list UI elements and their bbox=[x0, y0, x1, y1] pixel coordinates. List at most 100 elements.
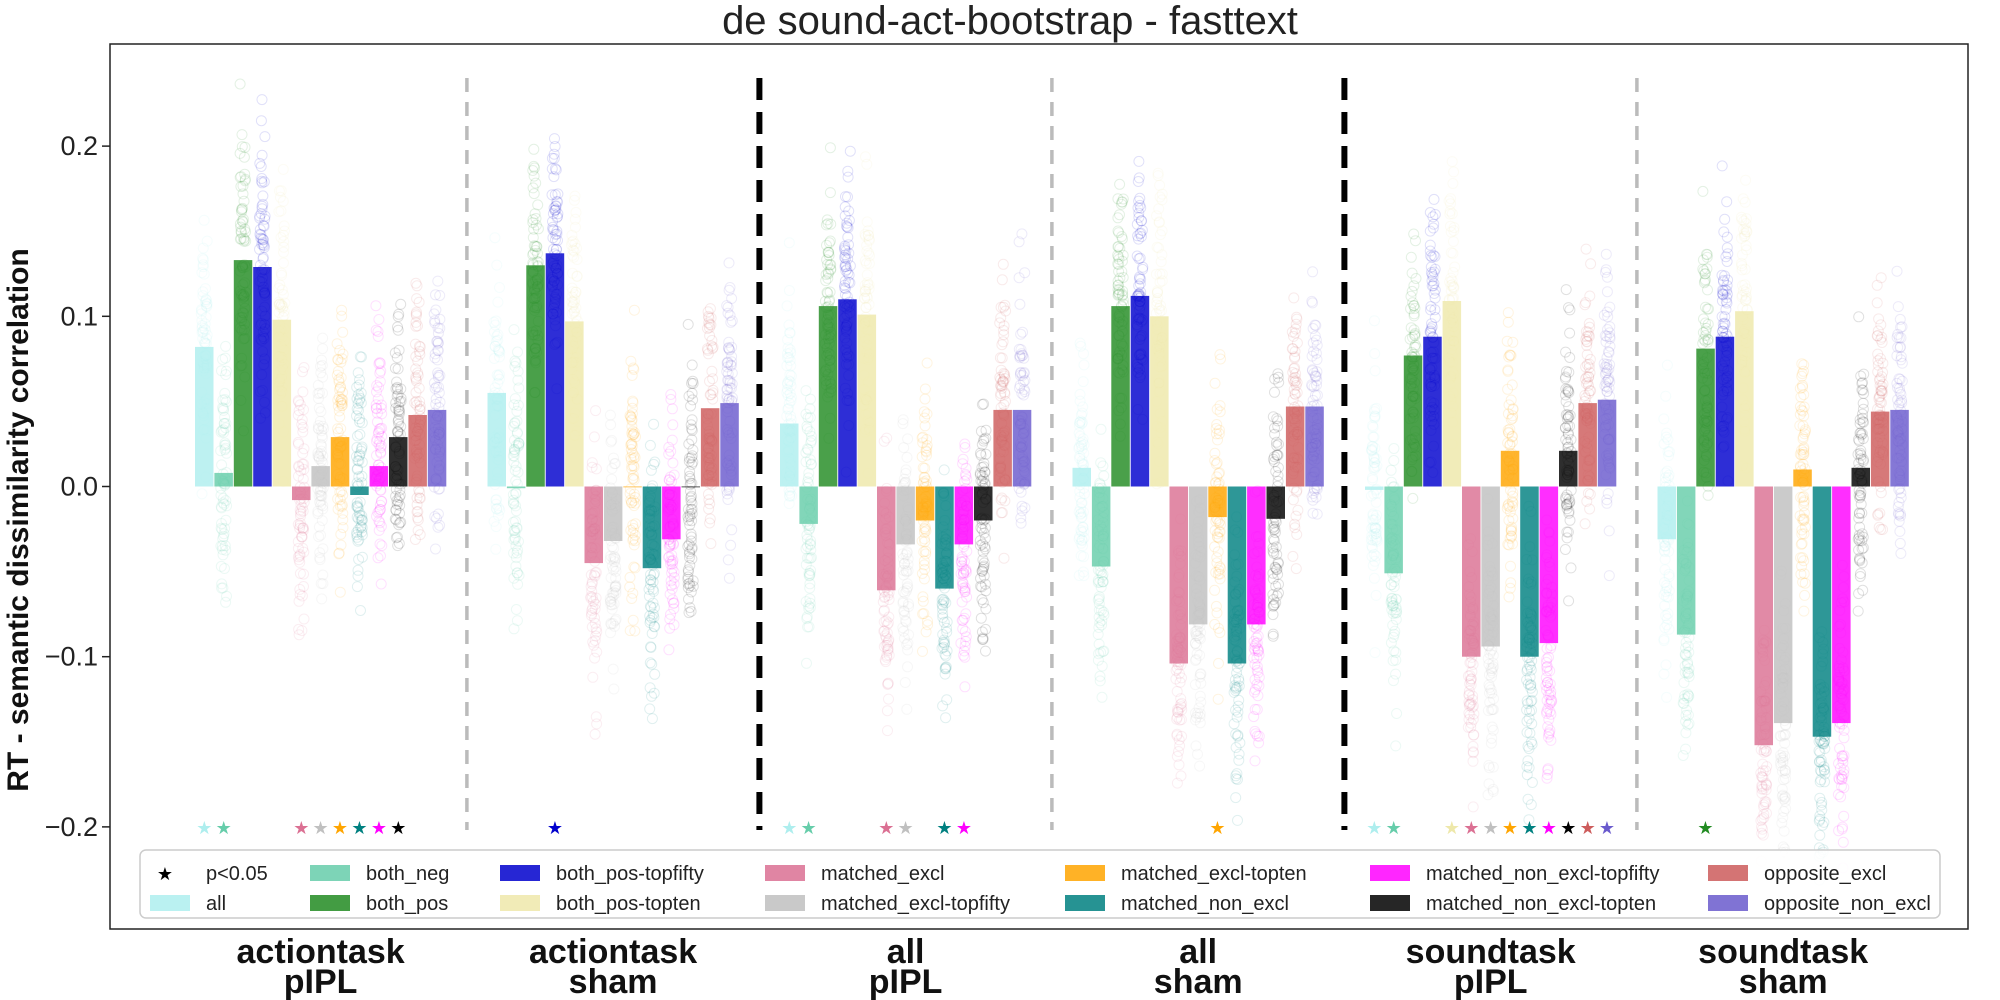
bootstrap-point bbox=[604, 553, 616, 565]
bootstrap-point bbox=[804, 393, 816, 405]
bootstrap-point bbox=[434, 313, 446, 325]
bootstrap-point bbox=[629, 497, 641, 509]
bootstrap-point bbox=[411, 293, 423, 305]
bootstrap-point bbox=[530, 219, 542, 231]
bootstrap-point bbox=[492, 377, 504, 389]
bootstrap-point bbox=[900, 565, 912, 577]
bootstrap-point bbox=[509, 417, 521, 429]
bootstrap-point bbox=[508, 572, 520, 584]
bootstrap-point bbox=[901, 451, 913, 463]
bootstrap-point bbox=[275, 205, 287, 217]
bootstrap-point bbox=[274, 191, 286, 203]
bootstrap-point bbox=[591, 626, 603, 638]
bootstrap-point bbox=[198, 268, 210, 280]
bootstrap-point bbox=[430, 289, 441, 301]
bootstrap-point bbox=[859, 279, 871, 291]
bootstrap-point bbox=[508, 399, 520, 411]
bootstrap-point bbox=[336, 310, 348, 322]
bootstrap-point bbox=[570, 302, 582, 314]
bootstrap-point bbox=[413, 296, 425, 308]
bootstrap-point bbox=[1368, 315, 1380, 327]
bootstrap-point bbox=[567, 267, 578, 279]
bootstrap-point bbox=[839, 251, 850, 263]
bootstrap-point bbox=[1097, 460, 1109, 472]
bootstrap-point bbox=[296, 625, 308, 637]
bootstrap-point bbox=[920, 446, 932, 458]
bootstrap-point bbox=[1267, 628, 1279, 640]
bootstrap-point bbox=[841, 264, 853, 275]
bootstrap-point bbox=[646, 658, 658, 670]
bootstrap-point bbox=[298, 404, 309, 416]
bootstrap-point bbox=[644, 439, 656, 451]
bootstrap-point bbox=[393, 519, 405, 531]
bootstrap-point bbox=[646, 690, 657, 702]
bootstrap-point bbox=[569, 190, 581, 202]
bootstrap-point bbox=[278, 220, 290, 232]
bootstrap-point bbox=[294, 517, 306, 529]
bootstrap-point bbox=[509, 532, 521, 544]
bootstrap-point bbox=[334, 396, 346, 407]
bootstrap-point bbox=[410, 373, 422, 385]
bootstrap-point bbox=[859, 228, 871, 240]
bootstrap-point bbox=[687, 580, 699, 592]
bootstrap-point bbox=[860, 230, 872, 242]
bootstrap-point bbox=[298, 568, 309, 580]
bootstrap-point bbox=[220, 596, 232, 608]
bootstrap-point bbox=[414, 345, 425, 357]
bootstrap-point bbox=[721, 366, 733, 378]
bootstrap-point bbox=[332, 493, 344, 505]
bootstrap-point bbox=[605, 572, 617, 584]
bootstrap-point bbox=[862, 225, 874, 237]
bootstrap-point bbox=[606, 599, 618, 611]
bootstrap-point bbox=[1287, 550, 1299, 562]
bootstrap-point bbox=[1133, 155, 1145, 167]
bootstrap-point bbox=[317, 420, 329, 432]
bootstrap-point bbox=[821, 254, 833, 266]
bootstrap-point bbox=[317, 500, 329, 512]
bootstrap-point bbox=[820, 275, 832, 287]
bootstrap-point bbox=[918, 608, 930, 620]
bootstrap-point bbox=[255, 161, 267, 172]
bootstrap-point bbox=[371, 436, 382, 447]
bootstrap-point bbox=[1367, 474, 1379, 486]
bootstrap-point bbox=[373, 515, 385, 527]
bootstrap-point bbox=[570, 286, 582, 298]
bootstrap-point bbox=[491, 369, 503, 381]
bootstrap-point bbox=[610, 580, 622, 592]
bootstrap-point bbox=[216, 365, 227, 377]
bootstrap-point bbox=[494, 282, 505, 293]
bootstrap-point bbox=[627, 425, 639, 437]
bootstrap-point bbox=[707, 341, 719, 353]
bootstrap-point bbox=[663, 644, 675, 656]
bootstrap-point bbox=[390, 504, 402, 516]
bootstrap-point bbox=[586, 576, 598, 588]
bootstrap-point bbox=[432, 367, 444, 379]
bootstrap-point bbox=[1074, 430, 1086, 442]
bootstrap-point bbox=[351, 393, 363, 405]
bootstrap-point bbox=[1408, 280, 1420, 292]
bootstrap-point bbox=[722, 356, 734, 368]
bootstrap-point bbox=[274, 301, 286, 313]
bootstrap-point bbox=[257, 237, 269, 249]
bootstrap-point bbox=[687, 378, 699, 389]
bootstrap-point bbox=[841, 217, 853, 229]
bootstrap-point bbox=[607, 618, 619, 629]
bootstrap-point bbox=[643, 590, 655, 602]
bootstrap-point bbox=[314, 387, 325, 399]
bootstrap-point bbox=[512, 346, 523, 358]
bootstrap-point bbox=[606, 473, 618, 485]
bootstrap-point bbox=[645, 579, 656, 591]
bootstrap-point bbox=[493, 369, 505, 381]
bootstrap-point bbox=[686, 377, 697, 389]
bootstrap-point bbox=[293, 438, 304, 450]
bootstrap-point bbox=[333, 374, 345, 386]
bootstrap-point bbox=[665, 580, 677, 591]
bootstrap-point bbox=[372, 507, 384, 518]
bootstrap-point bbox=[546, 152, 558, 164]
bootstrap-point bbox=[805, 552, 816, 564]
bootstrap-point bbox=[804, 597, 816, 609]
bootstrap-point bbox=[608, 452, 619, 464]
bootstrap-point bbox=[839, 279, 851, 291]
bootstrap-point bbox=[605, 436, 617, 448]
bootstrap-point bbox=[801, 611, 813, 623]
